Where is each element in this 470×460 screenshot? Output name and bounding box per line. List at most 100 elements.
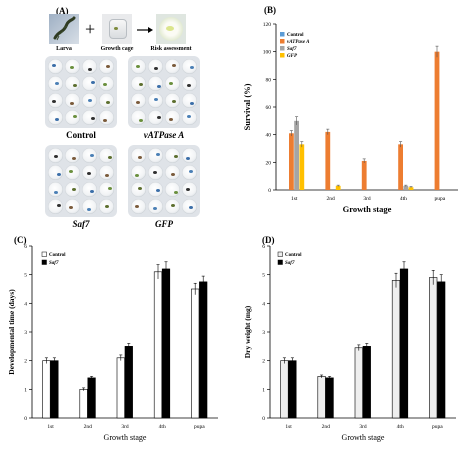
well bbox=[99, 148, 114, 163]
y-tick-label: 2 bbox=[24, 359, 27, 365]
well bbox=[182, 93, 197, 108]
growth-cage-photo bbox=[102, 14, 132, 44]
larva-mark bbox=[70, 102, 74, 105]
larva-mark bbox=[174, 155, 178, 158]
larva-mark bbox=[105, 174, 109, 177]
legend-swatch bbox=[280, 46, 285, 51]
larva-mark bbox=[154, 67, 158, 70]
legend-swatch bbox=[280, 53, 285, 58]
well bbox=[65, 110, 80, 125]
well bbox=[65, 59, 80, 74]
well bbox=[82, 59, 97, 74]
x-axis-label: Growth stage bbox=[104, 433, 147, 442]
bar bbox=[289, 133, 294, 190]
y-tick-label: 6 bbox=[24, 244, 27, 250]
larva-mark bbox=[103, 119, 107, 122]
larva-mark bbox=[156, 153, 160, 156]
legend-swatch bbox=[277, 251, 283, 257]
risk-assessment-photo bbox=[156, 14, 186, 44]
larva-mark bbox=[171, 204, 175, 207]
bar bbox=[294, 120, 299, 190]
risk-assessment-caption: Risk assessment bbox=[150, 46, 192, 52]
legend-swatch bbox=[280, 32, 285, 37]
well bbox=[48, 59, 63, 74]
plate-gfp-caption: GFP bbox=[155, 219, 173, 229]
well bbox=[99, 59, 114, 74]
larva-mark bbox=[90, 190, 94, 193]
plus-sign: + bbox=[85, 19, 96, 39]
chart-d: (D) 0 1 2 3 4 5 6 1st 2nd 3rd 4th pupa Control Saf7 Gro… bbox=[243, 235, 456, 442]
x-tick-label: 3rd bbox=[121, 424, 129, 430]
larva-mark bbox=[154, 98, 158, 101]
bar bbox=[391, 280, 401, 419]
well bbox=[99, 93, 114, 108]
well bbox=[99, 110, 114, 125]
larva-mark bbox=[73, 84, 77, 87]
well bbox=[148, 199, 163, 214]
y-tick-label: 0 bbox=[262, 416, 265, 422]
bar bbox=[161, 268, 171, 419]
larva-mark bbox=[72, 157, 76, 160]
larva-mark bbox=[138, 156, 142, 159]
y-tick-label: 0 bbox=[268, 188, 271, 194]
well bbox=[182, 76, 197, 91]
plate-saf7-caption: Saf7 bbox=[72, 219, 90, 229]
well bbox=[82, 93, 97, 108]
larva-mark bbox=[190, 66, 194, 69]
bar bbox=[398, 144, 403, 190]
larva-caption: Larva bbox=[56, 46, 72, 52]
x-tick-label: 3rd bbox=[363, 196, 371, 202]
larva-mark bbox=[108, 187, 112, 190]
larva-mark bbox=[187, 115, 191, 118]
well bbox=[65, 148, 80, 163]
y-tick-label: 2 bbox=[262, 359, 265, 365]
larva-mark bbox=[87, 172, 91, 175]
growth-cage-icon bbox=[109, 19, 127, 39]
legend-label: Saf7 bbox=[285, 261, 295, 266]
larva-mark bbox=[90, 154, 94, 157]
larva-mark bbox=[189, 206, 193, 209]
bar bbox=[116, 357, 125, 419]
x-tick-label: pupa bbox=[194, 424, 205, 430]
larva-mark bbox=[186, 157, 190, 160]
larva-mark bbox=[171, 173, 175, 176]
growth-cage-caption: Growth cage bbox=[100, 46, 134, 52]
larva-mark bbox=[153, 207, 157, 210]
panel-a-figure: Larva + Growth cage Risk assessment Cont… bbox=[40, 14, 210, 232]
bar bbox=[437, 281, 446, 419]
bar bbox=[124, 346, 133, 419]
y-tick-label: 1 bbox=[24, 387, 27, 393]
bar bbox=[42, 360, 51, 419]
well bbox=[131, 199, 146, 214]
larva-mark bbox=[157, 85, 161, 88]
bar bbox=[299, 144, 305, 190]
larva-mark bbox=[136, 101, 140, 104]
larva-mark bbox=[139, 119, 143, 122]
larva-mark bbox=[156, 189, 160, 192]
well bbox=[48, 93, 63, 108]
x-axis-label: Growth stage bbox=[342, 433, 385, 442]
well bbox=[165, 76, 180, 91]
larva-mark bbox=[103, 83, 107, 86]
legend-label: Control bbox=[49, 253, 66, 258]
larva-mark bbox=[52, 64, 56, 67]
well bbox=[182, 165, 197, 180]
larva-mark bbox=[88, 99, 92, 102]
larva-mark bbox=[174, 191, 178, 194]
well bbox=[131, 148, 146, 163]
larva-mark bbox=[70, 66, 74, 69]
chart-b: (B) 0 20 40 60 80 100 120 1st 2nd 3rd 4th pupa Contro… bbox=[242, 5, 458, 214]
well bbox=[131, 59, 146, 74]
x-tick-label: 4th bbox=[159, 424, 166, 430]
bar bbox=[325, 377, 334, 419]
larva-mark bbox=[169, 118, 173, 121]
bar bbox=[354, 347, 363, 419]
larva-mark bbox=[106, 65, 110, 68]
y-tick-label: 1 bbox=[262, 387, 265, 393]
larva-mark bbox=[139, 83, 143, 86]
well bbox=[131, 93, 146, 108]
panel-label: (B) bbox=[264, 5, 276, 15]
y-tick-label: 60 bbox=[266, 105, 272, 111]
larva-icon bbox=[53, 16, 76, 41]
panel-a-label: (A) bbox=[56, 6, 69, 16]
